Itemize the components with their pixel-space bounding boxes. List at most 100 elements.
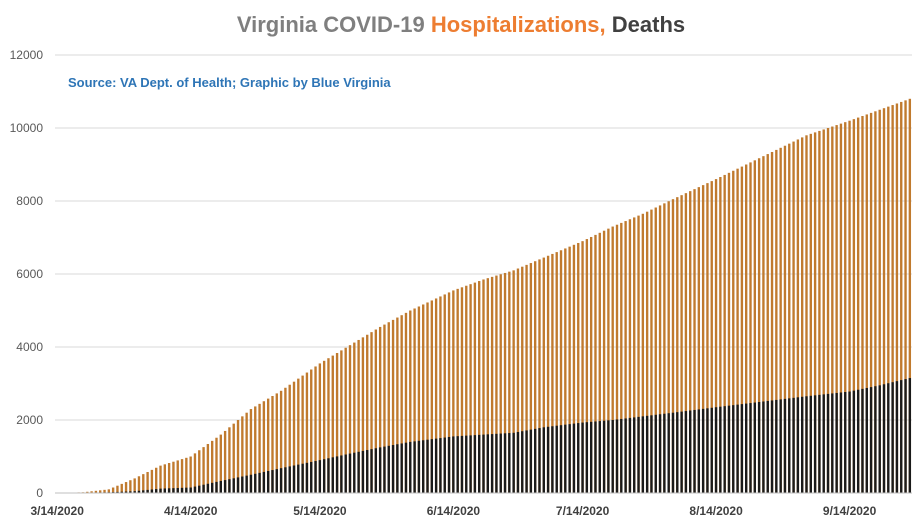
- hospitalizations-bar: [180, 459, 184, 493]
- deaths-bar: [589, 421, 593, 493]
- hospitalizations-bar: [159, 465, 162, 494]
- deaths-bar: [318, 460, 322, 493]
- hospitalizations-bar: [271, 396, 274, 493]
- hospitalizations-bar: [396, 317, 399, 493]
- deaths-bar: [292, 465, 296, 493]
- hospitalizations-bar: [185, 457, 188, 493]
- deaths-bar: [370, 449, 373, 493]
- hospitalizations-bar: [361, 337, 365, 493]
- deaths-bar: [792, 397, 795, 493]
- hospitalizations-bar: [413, 308, 416, 493]
- deaths-bar: [331, 457, 334, 493]
- deaths-bar: [770, 400, 774, 493]
- hospitalizations-bar: [236, 420, 240, 493]
- deaths-bar: [779, 399, 782, 493]
- hospitalizations-bar: [275, 393, 278, 493]
- deaths-bar: [387, 445, 390, 493]
- deaths-bar: [310, 461, 313, 493]
- deaths-bar: [706, 408, 709, 493]
- hospitalizations-bar: [529, 263, 533, 493]
- deaths-bar: [628, 417, 632, 493]
- hospitalizations-bar: [146, 472, 149, 493]
- hospitalizations-bar: [676, 197, 679, 494]
- deaths-bar: [654, 414, 657, 493]
- x-tick-label: 7/14/2020: [556, 504, 610, 518]
- deaths-bar: [607, 420, 610, 493]
- deaths-bar: [228, 479, 231, 493]
- deaths-bar: [503, 433, 507, 493]
- hospitalizations-bar: [335, 353, 339, 493]
- hospitalizations-bar: [383, 324, 386, 493]
- deaths-bar: [443, 437, 446, 493]
- hospitalizations-bar: [189, 456, 192, 493]
- hospitalizations-bar: [594, 234, 597, 493]
- hospitalizations-bar: [874, 111, 877, 493]
- hospitalizations-bar: [348, 345, 352, 493]
- x-axis-ticks: 3/14/2020 4/14/2020 5/14/2020 6/14/2020 7/14…: [31, 504, 877, 518]
- deaths-bar: [258, 472, 261, 493]
- deaths-bar: [137, 490, 141, 493]
- deaths-bar: [676, 412, 679, 493]
- hospitalizations-bar: [215, 437, 218, 493]
- hospitalizations-bar: [869, 112, 873, 493]
- hospitalizations-bar: [344, 347, 347, 493]
- deaths-bar: [465, 435, 468, 493]
- hospitalizations-bar: [805, 135, 808, 494]
- hospitalizations-bar: [844, 122, 847, 493]
- hospitalizations-bar: [120, 483, 123, 494]
- hospitalizations-bar: [90, 491, 93, 493]
- deaths-bar: [689, 410, 692, 493]
- hospitalizations-bar: [822, 129, 825, 493]
- hospitalizations-bar: [727, 172, 731, 493]
- hospitalizations-bar: [228, 427, 231, 493]
- hospitalizations-bar: [499, 274, 502, 493]
- hospitalizations-bar: [223, 430, 227, 493]
- x-tick-label: 6/14/2020: [427, 504, 481, 518]
- deaths-bar: [185, 487, 188, 493]
- hospitalizations-bar: [551, 253, 554, 493]
- hospitalizations-bar: [714, 179, 718, 493]
- deaths-bar: [198, 485, 201, 493]
- hospitalizations-bar: [417, 306, 421, 493]
- hospitalizations-bar: [172, 461, 175, 493]
- deaths-bar: [736, 404, 739, 493]
- deaths-bar: [762, 401, 765, 493]
- hospitalizations-bar: [266, 398, 270, 493]
- deaths-bar: [391, 445, 395, 493]
- hospitalizations-bar: [766, 154, 769, 493]
- deaths-bar: [155, 489, 158, 493]
- deaths-bar: [361, 450, 365, 493]
- deaths-bar: [809, 395, 812, 493]
- hospitalizations-bar: [620, 222, 623, 493]
- hospitalizations-bar: [611, 226, 614, 494]
- deaths-bar: [189, 487, 192, 493]
- deaths-bar: [740, 404, 744, 493]
- deaths-bar: [714, 407, 718, 493]
- hospitalizations-bar: [839, 123, 843, 494]
- hospitalizations-bar: [422, 304, 425, 493]
- deaths-bar: [693, 409, 696, 493]
- title-part-deaths: Deaths: [605, 12, 686, 37]
- deaths-bar: [452, 436, 455, 493]
- deaths-bar: [546, 426, 550, 493]
- hospitalizations-bar: [801, 137, 804, 493]
- deaths-bar: [460, 435, 464, 493]
- deaths-bar: [620, 418, 623, 493]
- deaths-bar: [895, 381, 899, 493]
- deaths-bar: [378, 447, 382, 494]
- hospitalizations-bar: [701, 185, 705, 493]
- hospitalizations-bar: [908, 98, 912, 494]
- deaths-bar: [447, 436, 451, 493]
- hospitalizations-bar: [262, 401, 266, 493]
- hospitalizations-bar: [697, 187, 701, 493]
- deaths-bar: [581, 422, 584, 493]
- hospitalizations-bar: [654, 207, 657, 493]
- deaths-bar: [861, 388, 864, 493]
- hospitalizations-bar: [538, 259, 541, 493]
- y-tick-label: 10000: [10, 121, 44, 135]
- deaths-bar: [645, 415, 649, 493]
- deaths-bar: [335, 456, 339, 493]
- hospitalizations-bar: [258, 403, 261, 493]
- hospitalizations-bar: [297, 378, 300, 493]
